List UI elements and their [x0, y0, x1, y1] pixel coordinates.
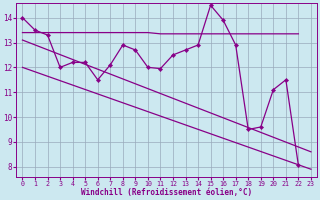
X-axis label: Windchill (Refroidissement éolien,°C): Windchill (Refroidissement éolien,°C)	[81, 188, 252, 197]
